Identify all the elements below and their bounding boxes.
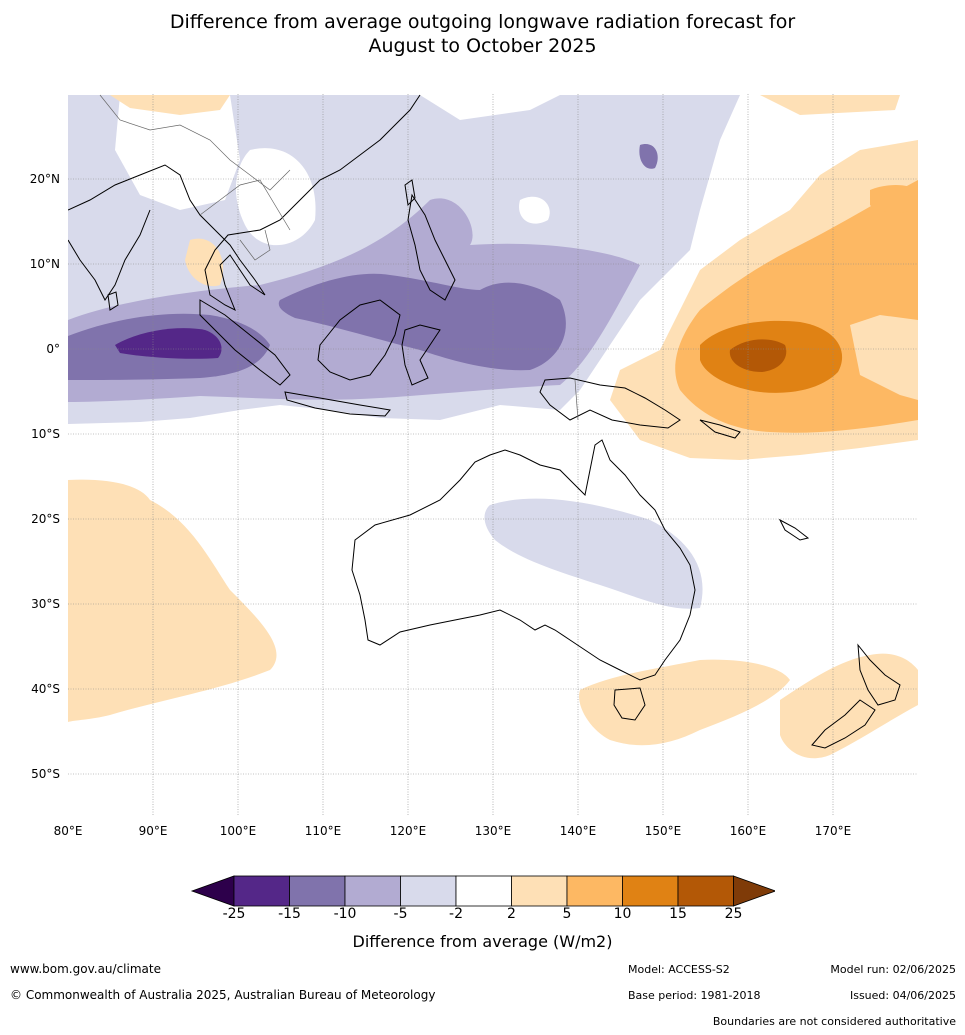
lat-tick-label: 10°N xyxy=(30,257,60,271)
lon-tick-label: 140°E xyxy=(560,824,597,838)
coastlines xyxy=(68,94,901,749)
model-run-text: Model run: 02/06/2025 xyxy=(830,963,956,976)
colorbar-tick-label: -15 xyxy=(278,906,301,922)
colorbar-swatch xyxy=(344,875,401,907)
lat-tick-label: 30°S xyxy=(31,597,60,611)
colorbar-swatch xyxy=(233,875,290,907)
disclaimer-text: Boundaries are not considered authoritat… xyxy=(712,1015,956,1028)
colorbar-swatch xyxy=(677,875,734,907)
colorbar-tick-label: 2 xyxy=(507,906,516,922)
lon-tick-label: 90°E xyxy=(139,824,168,838)
colorbar-swatch xyxy=(511,875,568,907)
colorbar-tick-label: -25 xyxy=(222,906,246,922)
lat-tick-label: 10°S xyxy=(31,427,60,441)
lat-tick-label: 20°N xyxy=(30,172,60,186)
sri-lanka-coastline xyxy=(107,291,119,311)
colorbar-swatch xyxy=(400,875,457,907)
asia-mainland-coastline xyxy=(68,94,421,312)
longitude-axis: 80°E 90°E 100°E 110°E 120°E 130°E 140°E … xyxy=(54,824,852,838)
colorbar-swatch xyxy=(566,875,623,907)
lat-tick-label: 50°S xyxy=(31,767,60,781)
lon-tick-label: 80°E xyxy=(54,824,83,838)
lon-tick-label: 120°E xyxy=(390,824,427,838)
java-coastline xyxy=(284,391,391,417)
sumatra-coastline xyxy=(199,299,291,386)
lon-tick-label: 100°E xyxy=(220,824,257,838)
taiwan-coastline xyxy=(404,179,416,207)
website-link[interactable]: www.bom.gov.au/climate xyxy=(10,962,161,976)
australia-coastline xyxy=(351,439,696,681)
colorbar xyxy=(190,875,775,907)
new-zealand-north-coastline xyxy=(857,643,901,706)
new-guinea-coastline xyxy=(539,377,681,429)
lon-tick-label: 150°E xyxy=(645,824,682,838)
philippines-coastline xyxy=(407,193,456,301)
lon-tick-label: 170°E xyxy=(815,824,852,838)
colorbar-swatch xyxy=(455,875,512,907)
lon-tick-label: 130°E xyxy=(475,824,512,838)
base-period-text: Base period: 1981-2018 xyxy=(628,989,761,1002)
country-borders xyxy=(99,94,579,421)
colorbar-swatch xyxy=(289,875,346,907)
colorbar-tick-label: -5 xyxy=(393,906,408,922)
lat-tick-label: 40°S xyxy=(31,682,60,696)
colorbar-tick-label: -10 xyxy=(333,906,357,922)
map-gridlines xyxy=(68,94,918,816)
anomaly-deep-purple-region xyxy=(115,328,222,359)
new-caledonia-coastline xyxy=(778,518,810,541)
sulawesi-coastline xyxy=(401,324,441,386)
colorbar-swatch xyxy=(622,875,679,907)
lon-tick-label: 160°E xyxy=(730,824,767,838)
colorbar-extension-high xyxy=(733,875,775,907)
lon-tick-label: 110°E xyxy=(305,824,342,838)
colorbar-tick-label: -2 xyxy=(449,906,463,922)
anomaly-brown-region xyxy=(729,339,787,372)
copyright-text: © Commonwealth of Australia 2025, Austra… xyxy=(10,988,436,1002)
borneo-coastline xyxy=(317,299,401,381)
colorbar-tick-label: 25 xyxy=(724,906,743,922)
colorbar-tick-label: 15 xyxy=(669,906,687,922)
new-zealand-south-coastline xyxy=(811,699,876,749)
colorbar-extension-low xyxy=(190,875,235,907)
forecast-map: 20°N 10°N 0° 10°S 20°S 30°S 40°S 50°S 80… xyxy=(30,94,918,838)
colorbar-title: Difference from average (W/m2) xyxy=(352,932,613,951)
latitude-axis: 20°N 10°N 0° 10°S 20°S 30°S 40°S 50°S xyxy=(30,172,60,781)
lat-tick-label: 20°S xyxy=(31,512,60,526)
issued-text: Issued: 04/06/2025 xyxy=(849,989,956,1002)
chart-title: Difference from average outgoing longwav… xyxy=(0,10,965,58)
lat-tick-label: 0° xyxy=(46,342,60,356)
india-coastline xyxy=(68,209,151,301)
solomon-islands-coastline xyxy=(699,419,741,439)
colorbar-tick-label: 5 xyxy=(562,906,572,922)
model-text: Model: ACCESS-S2 xyxy=(628,963,730,976)
colorbar-tick-label: 10 xyxy=(613,906,632,922)
title-line-1: Difference from average outgoing longwav… xyxy=(169,11,796,33)
tasmania-coastline xyxy=(613,687,646,721)
title-line-2: August to October 2025 xyxy=(368,35,597,57)
anomaly-neutral-holes xyxy=(115,95,550,246)
